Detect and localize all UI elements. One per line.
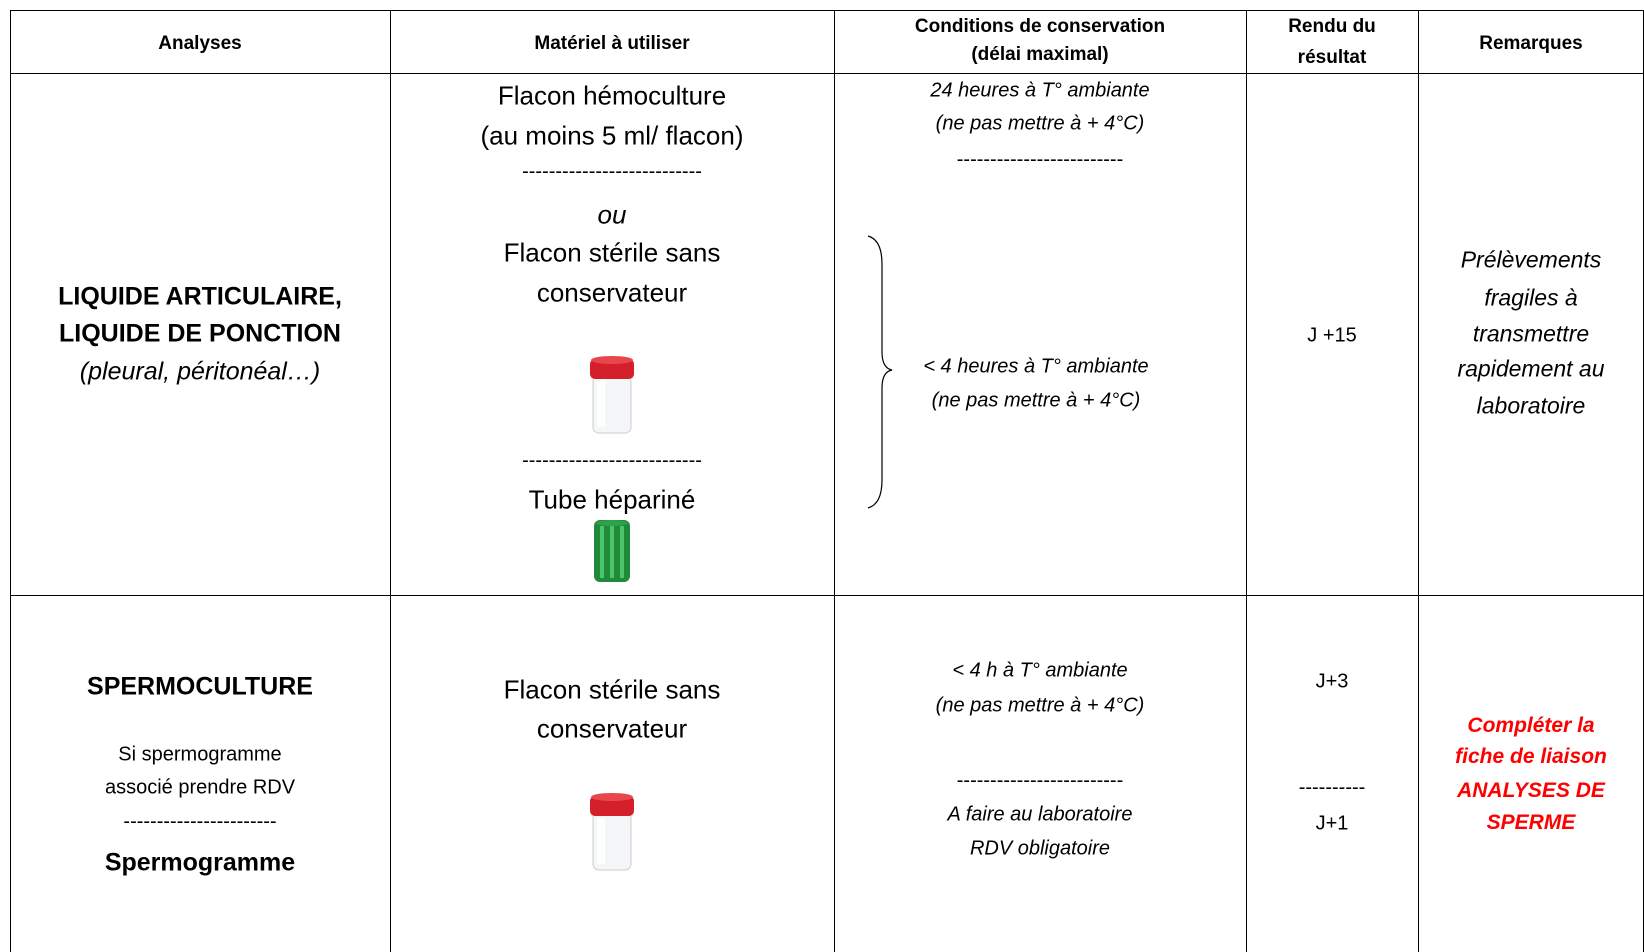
analysis-note: Si spermogramme bbox=[118, 743, 282, 766]
remark: transmettre bbox=[1472, 320, 1590, 347]
separator: ------------------------- bbox=[956, 769, 1124, 792]
condition: (ne pas mettre à + 4°C) bbox=[931, 389, 1141, 412]
header-cell: Remarques bbox=[1479, 33, 1583, 54]
remark: ANALYSES DE bbox=[1457, 779, 1605, 802]
header-cell: résultat bbox=[1297, 47, 1367, 68]
material: conservateur bbox=[536, 277, 688, 308]
analysis-name: LIQUIDE ARTICULAIRE, bbox=[58, 282, 342, 311]
separator: ---------- bbox=[1298, 776, 1366, 799]
remark: rapidement au bbox=[1457, 355, 1605, 382]
remark: fiche de liaison bbox=[1455, 745, 1607, 768]
table-border bbox=[834, 10, 835, 952]
material: Flacon stérile sans bbox=[503, 237, 721, 268]
table-border bbox=[10, 10, 11, 952]
analysis-name: Spermogramme bbox=[104, 848, 296, 877]
table-border bbox=[10, 10, 1644, 11]
material: Flacon stérile sans bbox=[503, 674, 721, 705]
separator: --------------------------- bbox=[522, 449, 702, 472]
condition: (ne pas mettre à + 4°C) bbox=[935, 694, 1145, 717]
remark: Compléter la bbox=[1467, 714, 1595, 737]
sterile-jar-icon bbox=[590, 356, 634, 434]
separator: ----------------------- bbox=[123, 810, 277, 833]
condition: RDV obligatoire bbox=[969, 837, 1111, 860]
brace bbox=[867, 235, 893, 509]
header-cell: Conditions de conservation bbox=[914, 16, 1166, 37]
heparin-tube-icon bbox=[594, 520, 630, 582]
remark: Prélèvements bbox=[1460, 246, 1602, 273]
remark: fragiles à bbox=[1484, 284, 1578, 311]
remark: SPERME bbox=[1486, 811, 1576, 834]
material: ou bbox=[597, 199, 627, 230]
condition: (ne pas mettre à + 4°C) bbox=[935, 112, 1145, 135]
condition: A faire au laboratoire bbox=[947, 803, 1133, 826]
table-border bbox=[10, 595, 1644, 596]
sterile-jar-icon bbox=[590, 793, 634, 871]
table-border bbox=[10, 73, 1644, 74]
condition: 24 heures à T° ambiante bbox=[930, 79, 1150, 102]
table-border bbox=[1246, 10, 1247, 952]
header-cell: Rendu du bbox=[1288, 16, 1376, 37]
separator: --------------------------- bbox=[522, 160, 702, 183]
analysis-note: (pleural, péritonéal…) bbox=[79, 357, 321, 386]
result-delay: J+3 bbox=[1315, 670, 1349, 693]
analysis-name: SPERMOCULTURE bbox=[87, 672, 313, 701]
header-cell: Matériel à utiliser bbox=[534, 33, 690, 54]
separator: ------------------------- bbox=[956, 148, 1124, 171]
material: Flacon hémoculture bbox=[497, 80, 727, 111]
result-delay: J +15 bbox=[1307, 324, 1357, 347]
material: Tube hépariné bbox=[528, 484, 696, 515]
analysis-name: LIQUIDE DE PONCTION bbox=[59, 319, 341, 348]
material: conservateur bbox=[536, 713, 688, 744]
material: (au moins 5 ml/ flacon) bbox=[480, 120, 744, 151]
condition: < 4 heures à T° ambiante bbox=[923, 355, 1149, 378]
result-delay: J+1 bbox=[1315, 812, 1349, 835]
table-border bbox=[390, 10, 391, 952]
table-border bbox=[1418, 10, 1419, 952]
condition: < 4 h à T° ambiante bbox=[952, 659, 1128, 682]
remark: laboratoire bbox=[1476, 392, 1586, 419]
header-cell: (délai maximal) bbox=[971, 44, 1109, 65]
header-cell: Analyses bbox=[158, 33, 242, 54]
analysis-note: associé prendre RDV bbox=[104, 776, 296, 799]
